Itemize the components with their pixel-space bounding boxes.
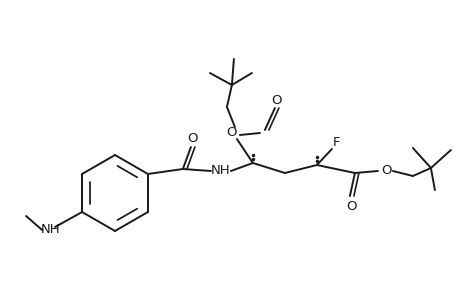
Text: O: O: [187, 133, 198, 146]
Text: O: O: [381, 164, 392, 178]
Text: O: O: [271, 94, 281, 106]
Text: O: O: [226, 127, 237, 140]
Text: NH: NH: [40, 224, 60, 236]
Text: NH: NH: [211, 164, 230, 178]
Text: F: F: [332, 136, 340, 149]
Text: O: O: [346, 200, 356, 212]
